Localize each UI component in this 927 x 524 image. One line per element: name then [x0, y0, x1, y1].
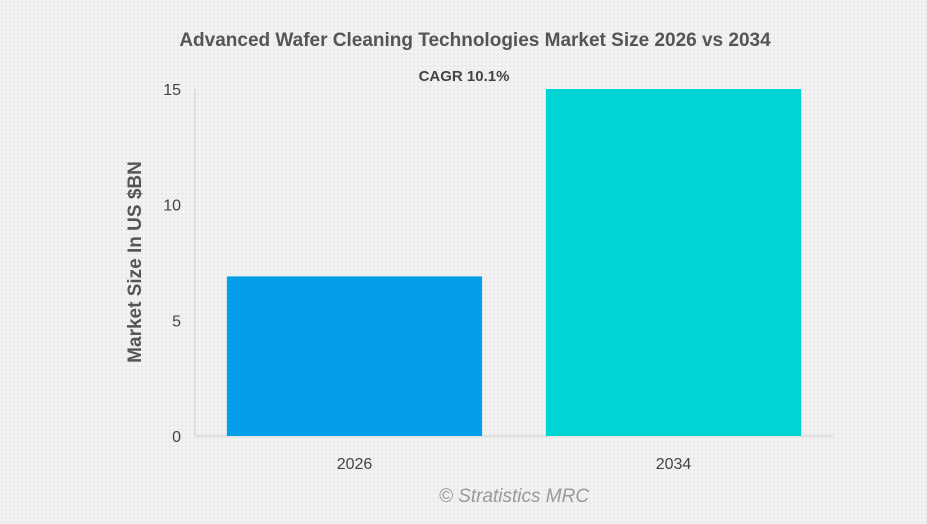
x-tick-label: 2026: [337, 456, 373, 473]
x-axis-ticks: 2026 2034: [337, 456, 692, 473]
cagr-annotation: CAGR 10.1%: [419, 68, 510, 85]
y-tick-label: 0: [172, 429, 181, 446]
bar-2026: [226, 276, 483, 436]
source-credit: © Stratistics MRC: [439, 486, 589, 507]
chart-title: Advanced Wafer Cleaning Technologies Mar…: [179, 30, 771, 51]
bar-2034: [545, 89, 802, 436]
x-tick-label: 2034: [656, 456, 692, 473]
y-axis-label: Market Size In US $BN: [125, 161, 146, 363]
y-axis-ticks: 0 5 10 15: [163, 82, 181, 446]
bars: [226, 89, 802, 436]
y-tick-label: 5: [172, 313, 181, 330]
y-tick-label: 10: [163, 198, 181, 215]
y-tick-label: 15: [163, 82, 181, 99]
